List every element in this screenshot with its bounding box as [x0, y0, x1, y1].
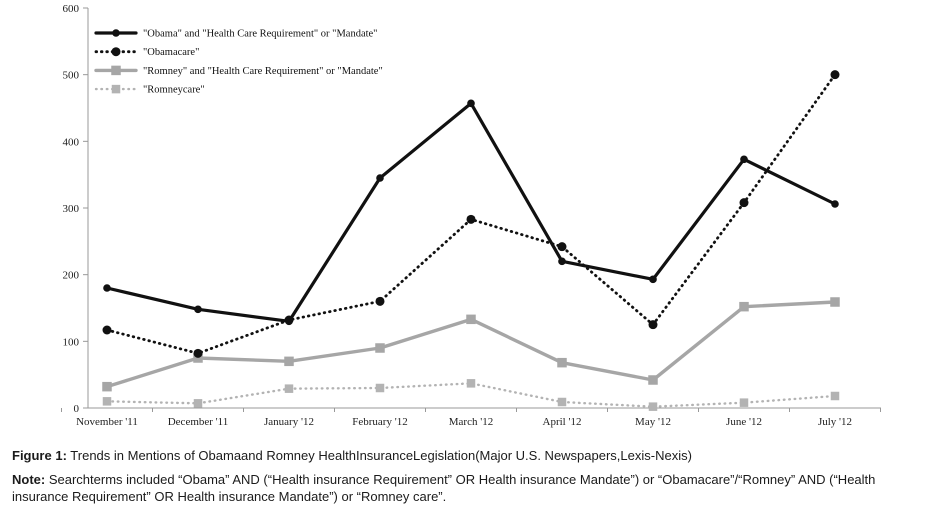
data-point [466, 379, 476, 388]
data-point [193, 348, 203, 358]
series-line [105, 382, 837, 408]
data-point [740, 155, 748, 164]
data-point [648, 375, 658, 385]
legend-label: "Obamacare" [143, 47, 199, 58]
series-line [105, 101, 837, 323]
x-axis-tick-label: December '11 [168, 416, 229, 428]
data-point [557, 397, 567, 407]
data-point [649, 275, 657, 284]
x-axis-tick-label: January '12 [264, 416, 314, 428]
legend-item-2: "Romney" and "Health Care Requirement" o… [94, 65, 383, 77]
figure-text: Trends in Mentions of Obamaand Romney He… [70, 448, 692, 463]
legend-marker [111, 65, 121, 76]
data-point [558, 257, 566, 266]
y-axis-tick-label: 200 [63, 270, 80, 282]
data-point [102, 325, 112, 335]
data-point [193, 399, 203, 408]
x-axis-tick-label: July '12 [818, 416, 852, 428]
x-axis-tick-label: March '12 [449, 416, 493, 428]
line-chart: 0 100 200 300 400 500 600 November '11 December … [61, 3, 881, 428]
data-point [830, 70, 840, 80]
data-point [103, 284, 111, 292]
series-2 [102, 297, 840, 392]
legend-label: "Romneycare" [143, 85, 205, 96]
data-point [285, 317, 293, 326]
figure-label: Figure 1: [12, 448, 67, 463]
x-axis-tick-label: May '12 [635, 416, 671, 428]
data-point [831, 200, 839, 208]
data-point [284, 384, 294, 393]
legend-item-3: "Romneycare" [94, 84, 205, 96]
data-point [193, 353, 203, 363]
y-axis-tick-label: 400 [63, 136, 80, 148]
data-point [466, 314, 476, 325]
data-point [102, 397, 112, 406]
x-axis-tick-label: February '12 [352, 416, 407, 428]
legend-marker [111, 47, 121, 57]
y-axis-tick-label: 300 [63, 203, 80, 215]
legend-marker [112, 29, 120, 37]
data-point [648, 320, 658, 330]
legend-label: "Romney" and "Health Care Requirement" o… [143, 66, 383, 77]
note-label: Note: [12, 472, 46, 487]
x-axis-tick-label: April '12 [543, 416, 582, 428]
data-point [375, 343, 385, 353]
legend-item-1: "Obamacare" [94, 47, 199, 58]
data-point [102, 381, 112, 392]
x-axis-tick-label: November '11 [76, 416, 138, 428]
figure-caption: Figure 1: Trends in Mentions of Obamaand… [0, 442, 933, 505]
data-point [557, 357, 567, 368]
data-point [194, 305, 202, 314]
data-point [739, 301, 749, 312]
y-axis-tick-label: 0 [74, 403, 80, 415]
data-point [375, 296, 385, 306]
x-axis-tick-label: June '12 [726, 416, 762, 428]
data-point [376, 174, 384, 182]
legend-item-0: "Obama" and "Health Care Requirement" or… [94, 29, 377, 40]
legend-marker [111, 84, 121, 94]
figure-title-line: Figure 1: Trends in Mentions of Obamaand… [12, 447, 923, 464]
data-point [739, 398, 749, 407]
y-axis-tick-label: 500 [63, 70, 80, 82]
data-point [467, 99, 475, 108]
data-point [830, 297, 840, 307]
data-point [557, 242, 567, 252]
data-point [375, 383, 385, 393]
legend-label: "Obama" and "Health Care Requirement" or… [143, 29, 377, 40]
series-0 [103, 99, 839, 326]
y-axis-tick-label: 100 [63, 336, 80, 348]
data-point [830, 391, 840, 401]
y-axis-tick-label: 600 [63, 3, 80, 15]
figure-note-line: Note: Searchterms included “Obama” AND (… [12, 471, 923, 505]
data-point [739, 198, 749, 208]
data-point [466, 214, 476, 224]
series-3 [102, 379, 840, 411]
data-point [648, 402, 658, 411]
note-text: Searchterms included “Obama” AND (“Healt… [12, 472, 876, 504]
data-point [284, 356, 294, 367]
